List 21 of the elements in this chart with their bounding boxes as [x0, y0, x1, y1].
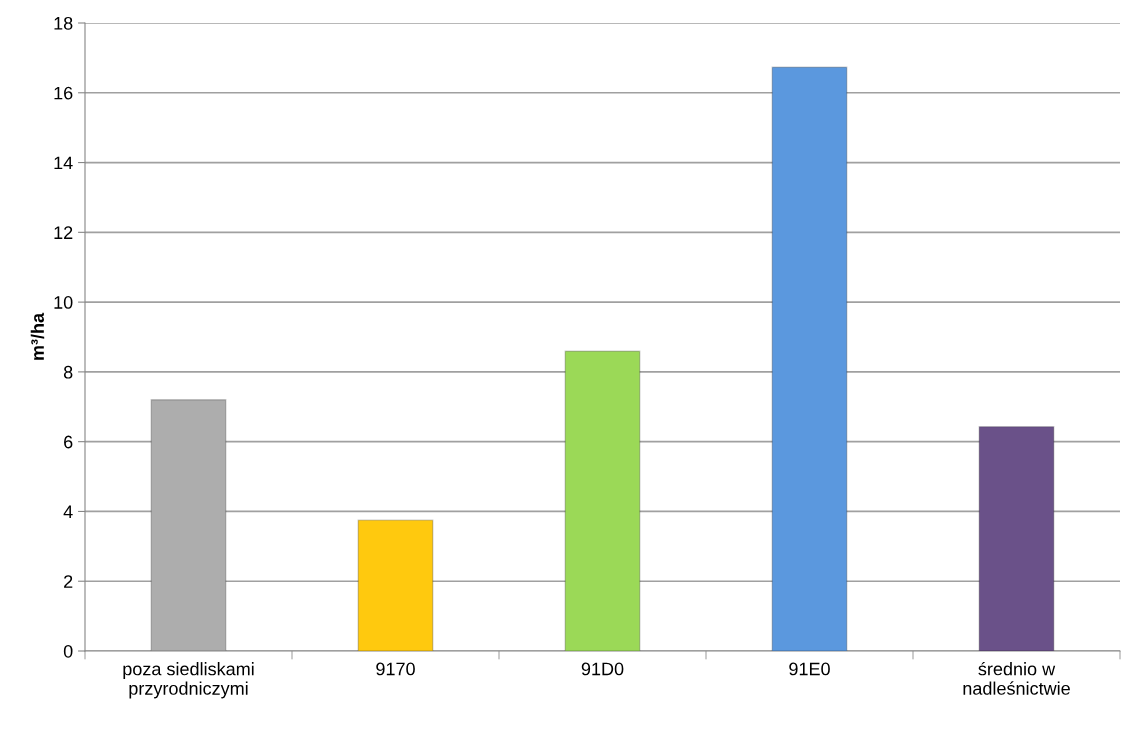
- y-tick-label: 6: [64, 435, 73, 449]
- x-tick-label: 9170: [376, 662, 415, 676]
- y-tick-label: 16: [54, 86, 73, 100]
- x-tick-label: 91D0: [581, 662, 624, 676]
- y-tick-label: 4: [63, 505, 73, 518]
- y-tick-label: 10: [54, 296, 73, 309]
- x-tick-label: średnio w nadleśnictwie: [963, 661, 1070, 695]
- x-tick-label: 91E0: [789, 662, 830, 676]
- bar: [564, 350, 641, 651]
- y-tick-label: 8: [63, 365, 73, 379]
- y-tick-label: 12: [54, 226, 73, 239]
- y-tick-label: 18: [54, 16, 73, 30]
- bar: [357, 519, 434, 651]
- y-tick-label: 2: [64, 575, 73, 588]
- bar: [150, 399, 227, 651]
- bar: [771, 66, 848, 651]
- x-tick-label: poza siedliskami przyrodniczymi: [123, 662, 254, 699]
- y-axis-title: m³/ha: [30, 312, 45, 360]
- y-tick-label: 14: [54, 156, 73, 170]
- bar: [978, 425, 1055, 651]
- y-tick-label: 0: [63, 644, 73, 658]
